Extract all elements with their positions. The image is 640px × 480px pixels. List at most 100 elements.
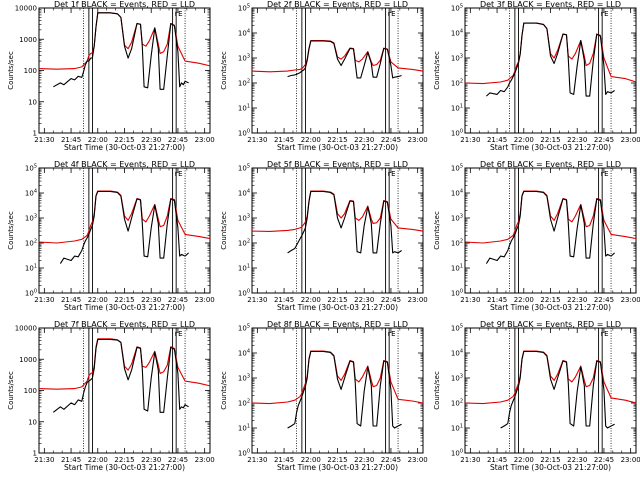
x-tick-label: 23:00 <box>408 296 428 304</box>
x-tick-label: 21:30 <box>34 136 54 144</box>
y-tick-label: 100 <box>238 129 250 138</box>
x-axis-label: Start Time (30-Oct-03 21:27:00) <box>490 143 611 152</box>
marker-flag: E <box>604 170 608 178</box>
x-tick-label: 22:15 <box>540 136 560 144</box>
y-axis-label: Counts/sec <box>220 371 228 410</box>
x-tick-label: 22:15 <box>540 456 560 464</box>
x-tick-label: 22:00 <box>301 296 321 304</box>
y-tick-label: 101 <box>238 264 250 273</box>
marker-flag: r <box>601 330 604 338</box>
y-tick-label: 100 <box>451 289 463 298</box>
y-tick-label: 102 <box>451 399 463 408</box>
x-axis-label: Start Time (30-Oct-03 21:27:00) <box>490 303 611 312</box>
marker-flag: E <box>391 10 395 18</box>
events-series-line <box>59 190 189 264</box>
x-tick-label: 22:15 <box>114 136 134 144</box>
x-tick-label: 21:45 <box>61 296 81 304</box>
panel-title-detector: Det 7f <box>54 320 79 329</box>
panel-title: Det 9f BLACK = Events, RED = LLD <box>480 320 621 329</box>
y-tick-label: 103 <box>238 374 250 383</box>
y-tick-label: 10000 <box>15 5 37 13</box>
x-tick-label: 22:00 <box>88 456 108 464</box>
y-tick-label: 103 <box>25 214 37 223</box>
y-tick-label: 101 <box>451 104 463 113</box>
marker-flag: r <box>388 10 391 18</box>
x-tick-label: 22:00 <box>88 296 108 304</box>
y-tick-label: 101 <box>238 424 250 433</box>
x-tick-label: 22:00 <box>514 136 534 144</box>
y-tick-label: 102 <box>238 79 250 88</box>
y-tick-label: 100 <box>238 289 250 298</box>
x-tick-label: 21:45 <box>61 456 81 464</box>
marker-flag: E <box>604 330 608 338</box>
y-tick-label: 1 <box>33 450 37 458</box>
y-tick-label: 105 <box>238 164 250 173</box>
y-tick-label: 104 <box>238 189 250 198</box>
x-tick-label: 22:00 <box>514 296 534 304</box>
y-axis-label: Counts/sec <box>7 211 15 250</box>
y-tick-label: 104 <box>451 189 463 198</box>
panel-title-legend: BLACK = Events, RED = LLD <box>505 0 621 9</box>
x-tick-label: 21:45 <box>487 456 507 464</box>
plot-frame <box>464 327 637 454</box>
panel-title: Det 4f BLACK = Events, RED = LLD <box>54 160 195 169</box>
marker-flag: E <box>604 10 608 18</box>
x-tick-label: 22:45 <box>381 136 401 144</box>
y-tick-label: 103 <box>451 374 463 383</box>
panel-title-legend: BLACK = Events, RED = LLD <box>79 0 195 9</box>
marker-flag: r <box>388 170 391 178</box>
events-series-line <box>486 22 615 97</box>
y-tick-label: 10000 <box>15 325 37 333</box>
y-tick-label: 103 <box>238 214 250 223</box>
x-tick-label: 22:30 <box>354 136 374 144</box>
plot-frame <box>251 7 424 134</box>
x-tick-label: 21:30 <box>247 456 267 464</box>
marker-flag: E <box>178 170 182 178</box>
events-series-line <box>287 190 402 254</box>
events-series-line <box>287 350 402 429</box>
x-tick-label: 22:45 <box>381 296 401 304</box>
panel-title-legend: BLACK = Events, RED = LLD <box>505 160 621 169</box>
panel-title-detector: Det 9f <box>480 320 505 329</box>
panel-title-legend: BLACK = Events, RED = LLD <box>292 0 408 9</box>
x-tick-label: 22:00 <box>514 456 534 464</box>
plot-frame <box>464 7 637 134</box>
plot-frame <box>38 7 211 134</box>
x-tick-label: 22:30 <box>141 456 161 464</box>
y-axis-label: Counts/sec <box>7 51 15 90</box>
x-tick-label: 21:30 <box>34 296 54 304</box>
panel-title-legend: BLACK = Events, RED = LLD <box>505 320 621 329</box>
lld-series-line <box>38 338 211 390</box>
y-tick-label: 102 <box>451 79 463 88</box>
panel-title: Det 5f BLACK = Events, RED = LLD <box>267 160 408 169</box>
panel-title: Det 3f BLACK = Events, RED = LLD <box>480 0 621 9</box>
y-tick-label: 1000 <box>19 36 37 44</box>
y-axis-label: Counts/sec <box>220 211 228 250</box>
panel-title-detector: Det 4f <box>54 160 79 169</box>
y-tick-label: 105 <box>451 164 463 173</box>
x-tick-label: 21:45 <box>61 136 81 144</box>
panel-title-legend: BLACK = Events, RED = LLD <box>292 160 408 169</box>
x-tick-label: 22:30 <box>141 136 161 144</box>
y-tick-label: 100 <box>24 67 37 75</box>
y-axis-label: Counts/sec <box>433 51 441 90</box>
marker-flag: r <box>388 330 391 338</box>
x-tick-label: 22:15 <box>540 296 560 304</box>
x-tick-label: 23:00 <box>621 296 640 304</box>
panel-title-legend: BLACK = Events, RED = LLD <box>79 320 195 329</box>
y-tick-label: 100 <box>238 449 250 458</box>
marker-flag: E <box>178 330 182 338</box>
events-series-line <box>287 40 402 79</box>
panel-title-detector: Det 3f <box>480 0 505 9</box>
x-axis-label: Start Time (30-Oct-03 21:27:00) <box>64 303 185 312</box>
y-tick-label: 102 <box>238 239 250 248</box>
x-axis-label: Start Time (30-Oct-03 21:27:00) <box>490 463 611 472</box>
panel-det-9f: 100 101 102 103 104 105 21:30 21:45 22:00 22:15 22… <box>433 320 640 472</box>
x-tick-label: 23:00 <box>621 456 640 464</box>
x-tick-label: 21:45 <box>274 136 294 144</box>
x-tick-label: 22:45 <box>594 296 614 304</box>
x-tick-label: 22:30 <box>354 456 374 464</box>
x-tick-label: 22:45 <box>594 136 614 144</box>
x-tick-label: 22:30 <box>567 136 587 144</box>
x-axis-label: Start Time (30-Oct-03 21:27:00) <box>277 143 398 152</box>
